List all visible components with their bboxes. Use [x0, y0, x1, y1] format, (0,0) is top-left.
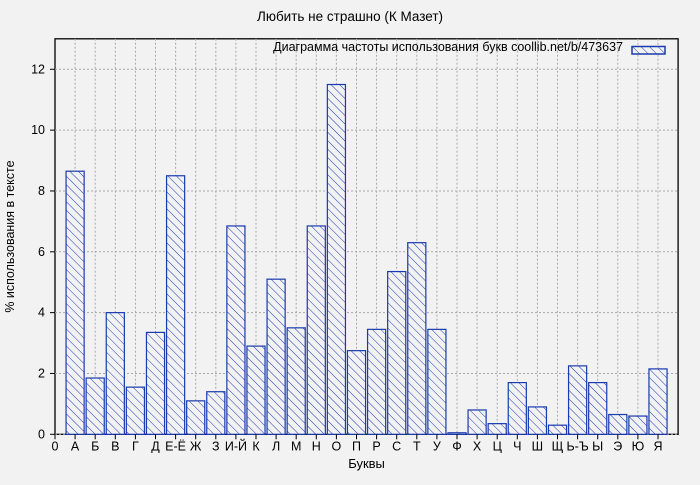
svg-text:Ы: Ы: [592, 439, 603, 453]
svg-text:Л: Л: [272, 439, 280, 453]
svg-text:Т: Т: [413, 439, 421, 453]
svg-text:Щ: Щ: [552, 439, 564, 453]
svg-text:Х: Х: [473, 439, 482, 453]
svg-text:8: 8: [38, 184, 45, 198]
svg-text:0: 0: [38, 427, 45, 441]
svg-text:Любить не страшно (К Мазет): Любить не страшно (К Мазет): [257, 9, 443, 24]
svg-text:10: 10: [31, 123, 45, 137]
svg-text:Буквы: Буквы: [348, 456, 385, 471]
svg-text:О: О: [332, 439, 342, 453]
svg-text:4: 4: [38, 306, 45, 320]
svg-text:Ц: Ц: [493, 439, 503, 453]
svg-text:М: М: [291, 439, 301, 453]
svg-text:В: В: [111, 439, 119, 453]
svg-text:Ж: Ж: [190, 439, 202, 453]
svg-text:12: 12: [31, 62, 45, 76]
svg-text:6: 6: [38, 245, 45, 259]
svg-text:П: П: [352, 439, 361, 453]
svg-text:Е-Ё: Е-Ё: [165, 439, 186, 453]
svg-text:Ч: Ч: [513, 439, 521, 453]
svg-text:0: 0: [52, 439, 59, 453]
svg-text:Б: Б: [91, 439, 99, 453]
svg-text:Н: Н: [312, 439, 321, 453]
svg-text:И-Й: И-Й: [225, 438, 247, 453]
svg-text:С: С: [392, 439, 401, 453]
svg-text:Ю: Ю: [632, 439, 645, 453]
svg-text:Я: Я: [653, 439, 662, 453]
svg-text:Г: Г: [132, 439, 139, 453]
svg-text:У: У: [433, 439, 441, 453]
svg-text:2: 2: [38, 366, 45, 380]
svg-text:Ф: Ф: [452, 439, 462, 453]
svg-text:К: К: [252, 439, 260, 453]
svg-text:Ш: Ш: [532, 439, 543, 453]
svg-text:Р: Р: [372, 439, 380, 453]
svg-text:Ь-Ъ: Ь-Ъ: [566, 439, 588, 453]
svg-text:З: З: [212, 439, 220, 453]
svg-text:Диаграмма частоты использовани: Диаграмма частоты использования букв coo…: [273, 40, 623, 54]
svg-text:% использования в тексте: % использования в тексте: [3, 160, 17, 312]
svg-text:Э: Э: [613, 439, 622, 453]
svg-text:А: А: [71, 439, 80, 453]
svg-text:Д: Д: [151, 439, 160, 453]
